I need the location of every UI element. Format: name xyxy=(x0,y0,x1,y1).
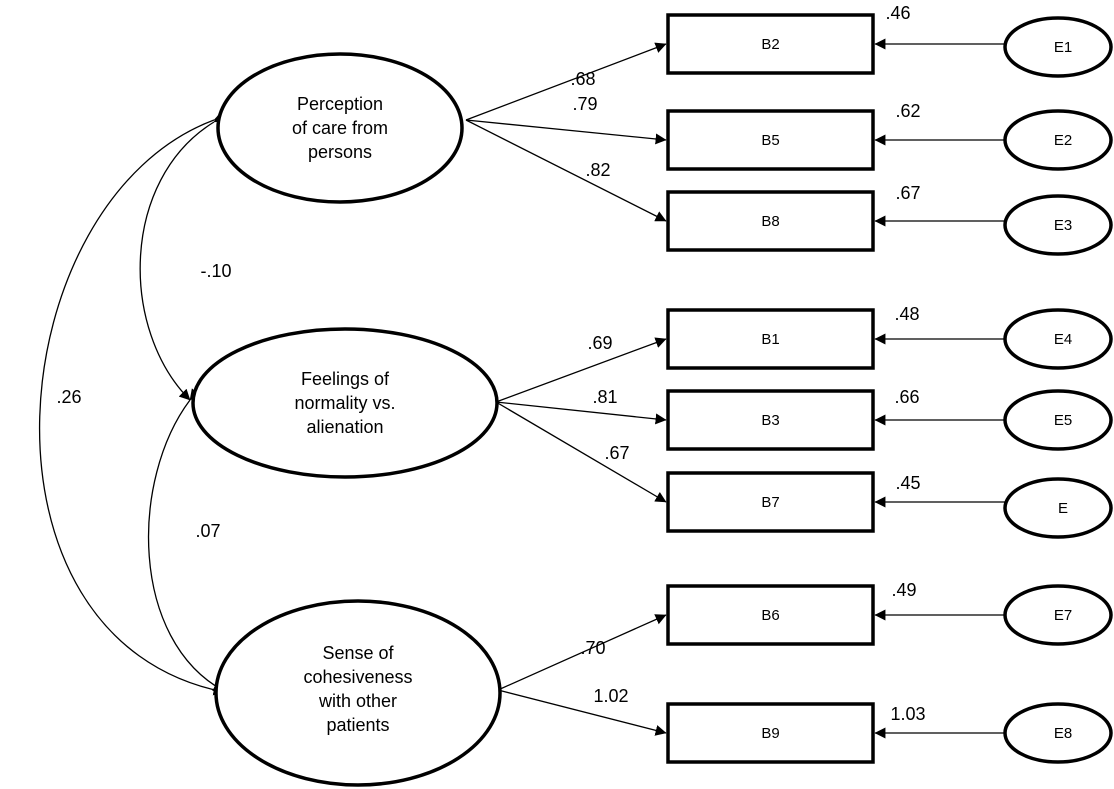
residual-label: .67 xyxy=(895,183,920,203)
latent-label-line: with other xyxy=(318,691,397,711)
indicator-box-b7 xyxy=(666,471,875,533)
error-node-e1 xyxy=(1003,16,1113,78)
error-label: E1 xyxy=(1054,39,1072,56)
loading-label: .68 xyxy=(570,69,595,89)
indicator-box-b9 xyxy=(666,702,875,764)
indicator-label: B1 xyxy=(761,331,779,348)
indicator-box-b2 xyxy=(666,13,875,75)
error-label: E2 xyxy=(1054,132,1072,149)
residual-label: .46 xyxy=(885,3,910,23)
loading-label: .82 xyxy=(585,160,610,180)
indicator-label: B2 xyxy=(761,36,779,53)
indicator-box-b5 xyxy=(666,109,875,171)
error-node-e3 xyxy=(1003,194,1113,256)
loading-path-b5 xyxy=(465,119,667,145)
loading-path-b6 xyxy=(497,614,667,691)
error-node-e4 xyxy=(1003,308,1113,370)
error-label: E7 xyxy=(1054,607,1072,624)
error-node-e xyxy=(1003,477,1113,539)
correlation-label: .26 xyxy=(56,387,81,407)
indicator-label: B8 xyxy=(761,213,779,230)
loading-path-b1 xyxy=(495,337,667,403)
loading-label: .79 xyxy=(572,94,597,114)
residual-label: .49 xyxy=(891,580,916,600)
latent-label-line: of care from xyxy=(292,118,388,138)
latent-label-line: persons xyxy=(308,142,372,162)
latent-factor-l3 xyxy=(214,599,502,787)
loading-label: .67 xyxy=(604,443,629,463)
error-node-e5 xyxy=(1003,389,1113,451)
correlation-arc-l2-l3 xyxy=(147,388,225,692)
latent-label-line: Sense of xyxy=(322,643,394,663)
loading-label: .69 xyxy=(587,333,612,353)
indicator-box-b6 xyxy=(666,584,875,646)
loading-path-b7 xyxy=(495,401,667,503)
error-node-e8 xyxy=(1003,702,1113,764)
indicator-box-b3 xyxy=(666,389,875,451)
indicator-label: B5 xyxy=(761,132,779,149)
correlation-arc-l1-l3 xyxy=(38,111,226,696)
latent-label-line: Feelings of xyxy=(301,369,390,389)
correlation-label: .07 xyxy=(195,521,220,541)
error-label: E8 xyxy=(1054,725,1072,742)
residual-label: 1.03 xyxy=(890,704,925,724)
latent-label-line: alienation xyxy=(306,417,383,437)
coefficients-layer: -.10 .07 .26 .68 .46 .79 .62 .82 .67 .69 .48 .81 .66… xyxy=(56,3,925,724)
error-node-e7 xyxy=(1003,584,1113,646)
loading-path-b2 xyxy=(465,42,667,121)
residual-label: .62 xyxy=(895,101,920,121)
loading-label: .81 xyxy=(592,387,617,407)
error-label: E3 xyxy=(1054,217,1072,234)
latent-label-line: Perception xyxy=(297,94,383,114)
latent-label-line: normality vs. xyxy=(294,393,395,413)
error-label: E xyxy=(1058,500,1068,517)
nodes-layer: B2 E1 B5 E2 B8 E3 B1 E4 B3 E5 B7 E B6 E7 B9 E8 Perceptio… xyxy=(191,13,1113,787)
indicator-label: B3 xyxy=(761,412,779,429)
residual-label: .45 xyxy=(895,473,920,493)
loading-path-b8 xyxy=(465,119,667,222)
loading-label: 1.02 xyxy=(593,686,628,706)
correlation-arc-l1-l2 xyxy=(139,111,226,401)
paths-layer xyxy=(38,38,1005,739)
error-label: E4 xyxy=(1054,331,1072,348)
latent-factor-l2 xyxy=(191,327,499,479)
indicator-box-b1 xyxy=(666,308,875,370)
indicator-label: B9 xyxy=(761,725,779,742)
residual-label: .66 xyxy=(894,387,919,407)
latent-factor-l1 xyxy=(216,52,464,204)
loading-label: .70 xyxy=(580,638,605,658)
error-label: E5 xyxy=(1054,412,1072,429)
latent-label-line: cohesiveness xyxy=(303,667,412,687)
loading-path-b3 xyxy=(495,401,667,425)
indicator-label: B7 xyxy=(761,494,779,511)
latent-label-line: patients xyxy=(326,715,389,735)
indicator-label: B6 xyxy=(761,607,779,624)
error-node-e2 xyxy=(1003,109,1113,171)
indicator-box-b8 xyxy=(666,190,875,252)
correlation-label: -.10 xyxy=(200,261,231,281)
residual-label: .48 xyxy=(894,304,919,324)
loading-path-b9 xyxy=(497,689,667,736)
